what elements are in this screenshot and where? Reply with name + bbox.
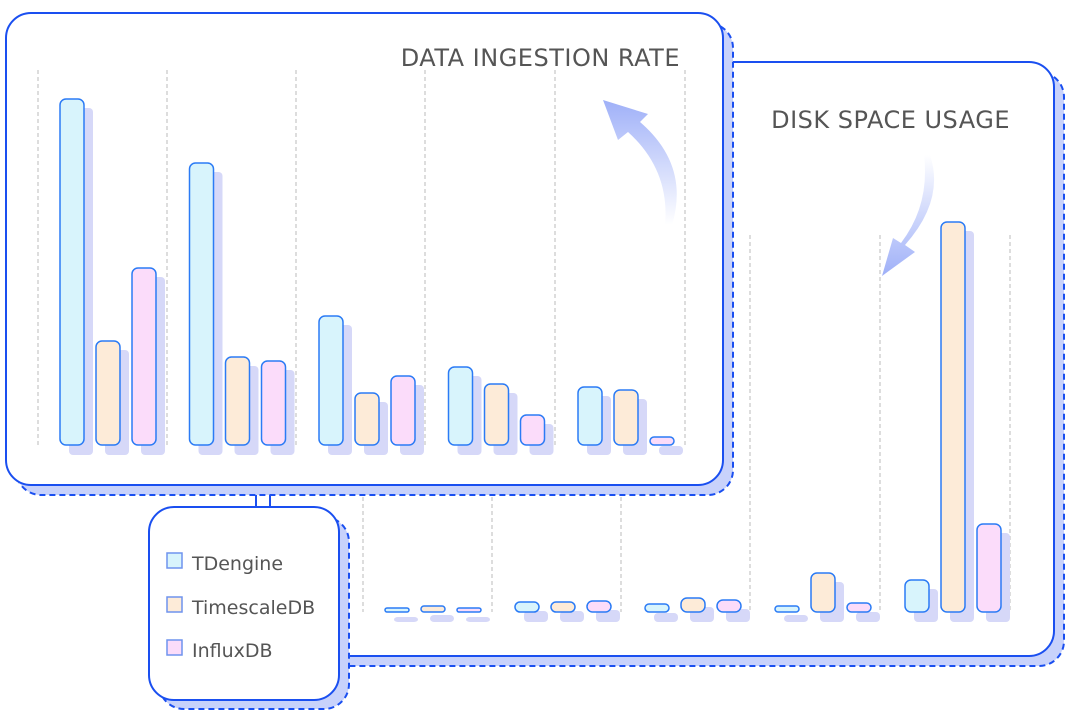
bar-timescaledb <box>680 597 706 613</box>
bar-timescaledb <box>550 601 576 613</box>
legend-label: TimescaleDB <box>191 597 315 619</box>
bar-shadow <box>596 610 620 622</box>
legend-item-timescaledb: TimescaleDB <box>166 596 315 619</box>
ingestion-arrow-icon <box>603 100 677 225</box>
bar-timescaledb <box>354 392 380 446</box>
bar-tdengine <box>644 603 670 613</box>
bar-tdengine <box>384 607 410 613</box>
ingestion-bars <box>59 98 683 455</box>
bar-influxdb <box>649 436 675 446</box>
bar-shadow <box>654 613 678 622</box>
bar-shadow <box>430 615 454 622</box>
bar-shadow <box>784 615 808 622</box>
bar-tdengine <box>447 366 474 446</box>
bar-tdengine <box>514 601 540 613</box>
bar-tdengine <box>188 162 215 446</box>
bar-shadow <box>659 446 683 455</box>
bar-tdengine <box>318 315 344 446</box>
bar-timescaledb <box>420 605 446 613</box>
bar-shadow <box>466 617 490 622</box>
ingestion-title: DATA INGESTION RATE <box>401 44 680 72</box>
legend-label: InfluxDB <box>192 640 273 662</box>
disk-space-arrow-icon <box>882 155 935 276</box>
bar-tdengine <box>577 386 603 446</box>
bar-shadow <box>560 611 584 622</box>
legend-swatch <box>166 552 183 569</box>
bar-influxdb <box>390 375 416 446</box>
legend-label: TDengine <box>191 553 283 575</box>
bar-timescaledb <box>940 221 966 613</box>
disk-space-title: DISK SPACE USAGE <box>771 106 1010 134</box>
disk-space-grid <box>362 235 1011 612</box>
bar-shadow <box>394 617 418 622</box>
bar-timescaledb <box>224 356 251 446</box>
legend-swatch <box>166 596 183 613</box>
bar-influxdb <box>260 360 287 446</box>
legend: TDengine TimescaleDB InfluxDB <box>148 506 350 710</box>
legend-item-tdengine: TDengine <box>166 552 283 575</box>
bar-timescaledb <box>613 389 639 446</box>
bar-influxdb <box>586 600 612 613</box>
bar-tdengine <box>904 579 930 613</box>
legend-swatch <box>166 639 183 656</box>
bar-tdengine <box>59 98 85 446</box>
bar-influxdb <box>976 523 1002 613</box>
bar-influxdb <box>716 599 742 613</box>
bar-tdengine <box>774 605 800 613</box>
bar-influxdb <box>456 607 482 613</box>
bar-timescaledb <box>483 383 510 446</box>
bar-influxdb <box>131 267 157 446</box>
bar-shadow <box>524 611 548 622</box>
bar-timescaledb <box>810 572 836 613</box>
legend-item-influxdb: InfluxDB <box>166 639 273 662</box>
bar-influxdb <box>846 602 872 613</box>
bar-timescaledb <box>95 340 121 446</box>
disk-space-bars <box>384 221 1010 622</box>
bar-shadow <box>856 612 880 622</box>
bar-influxdb <box>519 414 546 446</box>
